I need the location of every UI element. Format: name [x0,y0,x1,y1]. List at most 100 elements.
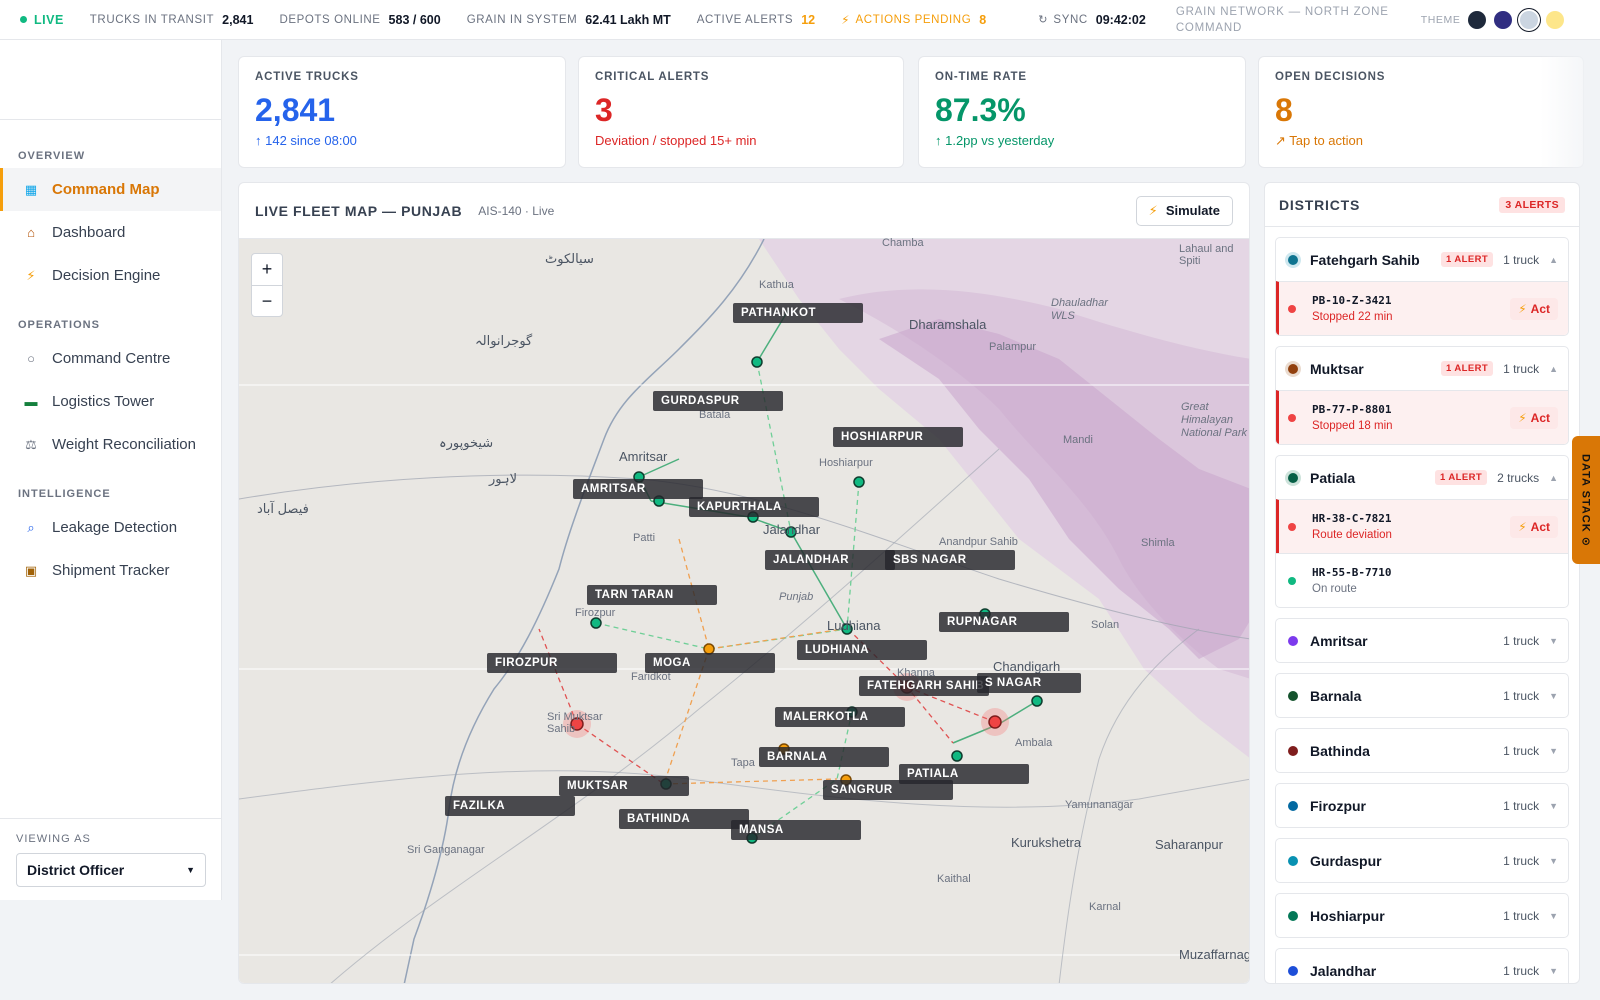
district-card-amritsar[interactable]: Amritsar 1 truck ▼ [1275,618,1569,663]
place-label: سیالکوٹ [545,251,594,266]
active-alerts-stat[interactable]: ACTIVE ALERTS 12 [697,13,815,27]
act-button[interactable]: ⚡ Act [1510,406,1558,429]
actions-pending-stat[interactable]: ⚡ ACTIONS PENDING 8 [841,13,986,27]
grain-in-system-stat: GRAIN IN SYSTEM 62.41 Lakh MT [467,13,671,27]
district-color-dot [1288,363,1298,374]
kpi-value: 8 [1275,92,1293,128]
kpi-label: CRITICAL ALERTS [595,71,710,83]
map-canvas[interactable]: Chamba Lahaul and Spiti Kathua Dharamsha… [239,237,1249,983]
truck-id: HR-55-B-7710 [1312,566,1392,579]
district-label: SANGRUR [823,780,953,800]
theme-swatch-amber[interactable] [1546,10,1565,29]
district-label: TARN TARAN [587,585,717,605]
sidebar-item-decision-engine[interactable]: ⚡ Decision Engine [0,254,221,297]
chevron-up-icon: ▲ [1549,472,1558,483]
district-label: FAZILKA [445,796,575,816]
sidebar-item-shipment-tracker[interactable]: ▣ Shipment Tracker [0,549,221,592]
district-label: AMRITSAR [573,479,703,499]
district-row[interactable]: Fatehgarh Sahib 1 ALERT 1 truck ▲ [1276,238,1568,281]
truck-row[interactable]: PB-77-P-8801 Stopped 18 min ⚡ Act [1276,390,1568,444]
district-row[interactable]: Bathinda 1 truck ▼ [1276,729,1568,772]
actions-pending-value: 8 [979,12,987,27]
kpi-sub: ↗ Tap to action [1275,133,1363,148]
network-title: GRAIN NETWORK — NORTH ZONE COMMAND [1176,4,1389,36]
district-card-patiala: Patiala 1 ALERT 2 trucks ▲ HR-38-C-7821 … [1275,455,1569,608]
place-label: Batala [699,409,731,421]
district-row[interactable]: Patiala 1 ALERT 2 trucks ▲ [1276,456,1568,499]
sidebar-item-weight-reconciliation[interactable]: ⚖ Weight Reconciliation [0,423,221,466]
kpi-active-trucks: ACTIVE TRUCKS 2,841 ↑ 142 since 08:00 [238,56,566,168]
zoom-control: + − [251,253,283,317]
theme-swatch-indigo[interactable] [1494,10,1513,29]
district-card-gurdaspur[interactable]: Gurdaspur 1 truck ▼ [1275,838,1569,883]
district-card-firozpur[interactable]: Firozpur 1 truck ▼ [1275,783,1569,828]
place-label: Punjab [779,591,814,603]
simulate-button[interactable]: ⚡ Simulate [1135,195,1233,226]
live-fleet-map-card: LIVE FLEET MAP — PUNJAB AIS-140 · Live ⚡… [238,182,1250,984]
district-row[interactable]: Barnala 1 truck ▼ [1276,674,1568,717]
place-label: Tapa [731,757,755,769]
district-row[interactable]: Firozpur 1 truck ▼ [1276,784,1568,827]
truck-row[interactable]: HR-55-B-7710 On route [1276,553,1568,607]
alert-badge: 1 ALERT [1435,470,1488,485]
active-alerts-label: ACTIVE ALERTS [696,13,794,26]
place-label: Firozpur [575,607,616,619]
sidebar-item-label: Command Map [52,181,160,198]
district-row[interactable]: Hoshiarpur 1 truck ▼ [1276,894,1568,937]
theme-picker: THEME [1421,10,1565,29]
district-name: Hoshiarpur [1310,907,1385,924]
zoom-in-button[interactable]: + [261,259,273,279]
district-label: FATEHGARH SAHIB [859,676,989,696]
chevron-up-icon: ▲ [1549,363,1558,374]
district-color-dot [1288,635,1298,646]
data-stack-tab[interactable]: DATA STACK ⊙ [1572,436,1600,564]
sidebar-item-command-map[interactable]: ▦ Command Map [0,168,221,211]
truck-status: Route deviation [1312,529,1392,541]
place-label: Saharanpur [1155,837,1223,852]
district-card-bathinda[interactable]: Bathinda 1 truck ▼ [1275,728,1569,773]
truck-count: 1 truck [1503,908,1540,923]
chevron-down-icon: ▼ [1549,690,1558,701]
place-label: Karnal [1089,901,1121,913]
district-row[interactable]: Amritsar 1 truck ▼ [1276,619,1568,662]
truck-icon: ▬ [24,394,38,409]
bolt-icon: ⚡ [26,267,36,283]
role-select-value: District Officer [27,862,125,878]
theme-swatch-slate[interactable] [1468,10,1487,29]
district-row[interactable]: Muktsar 1 ALERT 1 truck ▲ [1276,347,1568,390]
map-title: LIVE FLEET MAP — PUNJAB [255,202,463,219]
kpi-critical-alerts: CRITICAL ALERTS 3 Deviation / stopped 15… [578,56,904,168]
truck-id: PB-10-Z-3421 [1312,294,1392,307]
district-card-barnala[interactable]: Barnala 1 truck ▼ [1275,673,1569,718]
districts-title: DISTRICTS [1279,196,1361,213]
kpi-label: ACTIVE TRUCKS [255,71,359,83]
district-label: MUKTSAR [559,776,689,796]
sidebar-item-dashboard[interactable]: ⌂ Dashboard [0,211,221,254]
place-label: Chamba [882,237,924,249]
kpi-open-decisions[interactable]: OPEN DECISIONS 8 ↗ Tap to action [1258,56,1584,168]
district-row[interactable]: Jalandhar 1 truck ▼ [1276,949,1568,983]
district-color-dot [1288,472,1298,483]
district-row[interactable]: Gurdaspur 1 truck ▼ [1276,839,1568,882]
truck-count: 1 truck [1503,963,1540,978]
sidebar-item-command-centre[interactable]: ○ Command Centre [0,337,221,380]
sidebar-item-leakage-detection[interactable]: ⌕ Leakage Detection [0,506,221,549]
act-button[interactable]: ⚡ Act [1510,297,1558,320]
place-label: Solan [1091,619,1120,631]
bolt-icon: ⚡ [1148,202,1158,218]
act-button[interactable]: ⚡ Act [1510,515,1558,538]
zoom-out-button[interactable]: − [252,285,282,316]
role-select[interactable]: District Officer ▼ [16,853,206,887]
place-label: Mandi [1063,434,1093,446]
place-label: Hoshiarpur [819,457,873,469]
truck-row[interactable]: HR-38-C-7821 Route deviation ⚡ Act [1276,499,1568,553]
live-dot-icon [20,16,27,23]
theme-swatch-light[interactable] [1520,10,1539,29]
chevron-down-icon: ▼ [1549,800,1558,811]
sidebar-item-logistics-tower[interactable]: ▬ Logistics Tower [0,380,221,423]
district-card-hoshiarpur[interactable]: Hoshiarpur 1 truck ▼ [1275,893,1569,938]
district-card-jalandhar[interactable]: Jalandhar 1 truck ▼ [1275,948,1569,983]
bolt-icon: ⚡ [1518,301,1527,316]
truck-row[interactable]: PB-10-Z-3421 Stopped 22 min ⚡ Act [1276,281,1568,335]
alert-badge: 1 ALERT [1441,361,1494,376]
